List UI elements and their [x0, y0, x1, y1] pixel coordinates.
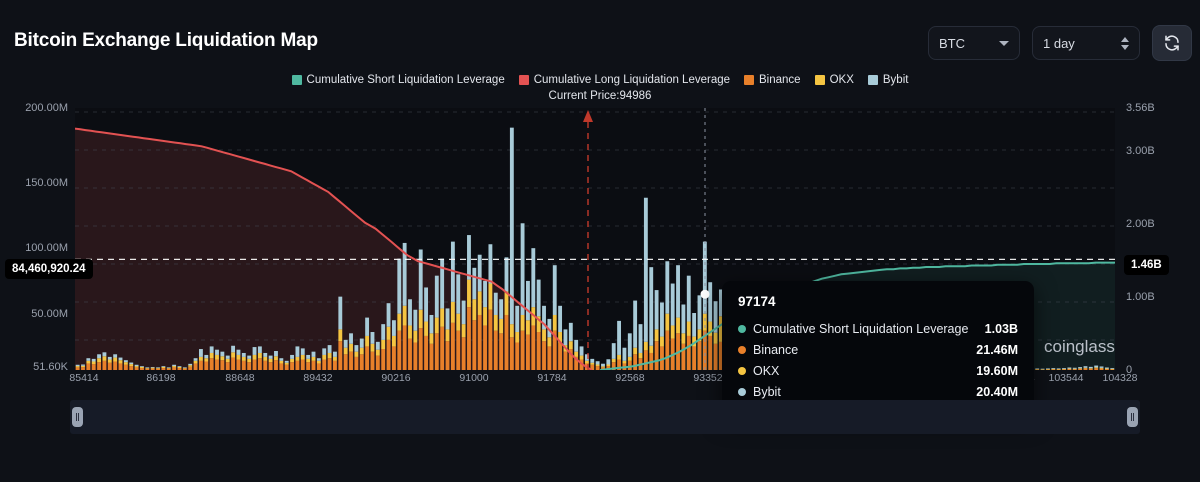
- x-axis-tick: 104328: [1102, 372, 1138, 384]
- legend-label-bybit: Bybit: [882, 74, 909, 86]
- tooltip-row: Bybit 20.40M: [738, 382, 1018, 402]
- header-controls: BTC 1 day: [928, 25, 1192, 61]
- y-left-marker-badge: 84,460,920.24: [5, 259, 93, 279]
- y-right-tick: 3.56B: [1126, 102, 1155, 114]
- y-right-tick: 2.00B: [1126, 218, 1155, 230]
- refresh-icon: [1165, 35, 1179, 51]
- tooltip-value: 1.03B: [984, 322, 1018, 336]
- tooltip-value: 21.46M: [976, 343, 1018, 357]
- legend-item-okx[interactable]: OKX: [814, 74, 854, 86]
- brush-handle-right[interactable]: [1127, 407, 1138, 427]
- y-left-tick: 50.00M: [31, 308, 68, 320]
- y-right-tick: 1.00B: [1126, 291, 1155, 303]
- y-left-tick: 200.00M: [25, 102, 68, 114]
- page-title: Bitcoin Exchange Liquidation Map: [14, 30, 318, 51]
- y-axis-right: 3.56B 3.00B 2.00B 1.00B 0 1.46B: [1120, 102, 1200, 378]
- tooltip-label: Binance: [753, 343, 799, 357]
- header: Bitcoin Exchange Liquidation Map BTC 1 d…: [0, 0, 1200, 70]
- stepper-icon[interactable]: [1121, 36, 1129, 50]
- refresh-button[interactable]: [1152, 25, 1192, 61]
- x-axis-tick: 85414: [69, 372, 99, 384]
- legend-item-binance[interactable]: Binance: [744, 74, 801, 86]
- x-axis-tick: 90216: [381, 372, 411, 384]
- tooltip-row: Cumulative Short Liquidation Leverage 1.…: [738, 319, 1018, 339]
- tooltip-label: Bybit: [753, 385, 781, 399]
- x-axis-tick: 91784: [537, 372, 567, 384]
- current-price-label: Current Price:94986: [548, 90, 652, 102]
- x-axis-tick: 88648: [225, 372, 255, 384]
- tooltip-label: OKX: [753, 364, 780, 378]
- tooltip-value: 20.40M: [976, 385, 1018, 399]
- y-axis-left: 200.00M 150.00M 100.00M 50.00M 51.60K 84…: [0, 102, 93, 378]
- legend-label-cumulative-long: Cumulative Long Liquidation Leverage: [533, 74, 731, 86]
- legend-swatch-binance: [744, 75, 755, 85]
- tooltip-price-header: 97174: [738, 294, 776, 309]
- x-axis-tick: 86198: [146, 372, 176, 384]
- x-axis-tick: 103544: [1048, 372, 1084, 384]
- legend-item-bybit[interactable]: Bybit: [867, 74, 909, 86]
- tooltip-row: Binance 21.46M: [738, 340, 1018, 360]
- tooltip-dot-cumulative-short: [738, 325, 746, 333]
- brush-handle-left[interactable]: [72, 407, 83, 427]
- y-right-tick: 0: [1126, 364, 1133, 376]
- period-select-value: 1 day: [1043, 35, 1075, 51]
- legend-label-cumulative-short: Cumulative Short Liquidation Leverage: [306, 74, 505, 86]
- coinglass-watermark: coinglass: [1022, 337, 1115, 357]
- tooltip-dot-bybit: [738, 388, 746, 396]
- y-left-tick: 150.00M: [25, 177, 68, 189]
- x-axis-tick: 93352: [693, 372, 723, 384]
- watermark-text: coinglass: [1044, 337, 1115, 356]
- tooltip-value: 19.60M: [976, 364, 1018, 378]
- chevron-down-icon: [999, 40, 1009, 46]
- tooltip-dot-okx: [738, 367, 746, 375]
- legend-swatch-okx: [814, 75, 825, 85]
- x-axis-tick: 91000: [459, 372, 489, 384]
- legend-label-okx: OKX: [829, 74, 854, 86]
- tooltip-label: Cumulative Short Liquidation Leverage: [753, 322, 969, 336]
- tooltip-row: OKX 19.60M: [738, 361, 1018, 381]
- legend-swatch-bybit: [867, 75, 878, 85]
- chart-legend: Cumulative Short Liquidation Leverage Cu…: [0, 74, 1200, 86]
- x-axis-tick: 92568: [615, 372, 645, 384]
- legend-swatch-cumulative-long: [518, 75, 529, 85]
- legend-item-cumulative-short[interactable]: Cumulative Short Liquidation Leverage: [291, 74, 505, 86]
- symbol-select-value: BTC: [939, 35, 965, 51]
- legend-item-cumulative-long[interactable]: Cumulative Long Liquidation Leverage: [518, 74, 731, 86]
- x-axis-tick: 89432: [303, 372, 333, 384]
- period-select[interactable]: 1 day: [1032, 26, 1140, 60]
- y-right-tick: 3.00B: [1126, 145, 1155, 157]
- legend-label-binance: Binance: [759, 74, 801, 86]
- chart-tooltip: 97174 Cumulative Short Liquidation Lever…: [722, 281, 1034, 417]
- y-right-marker-badge: 1.46B: [1124, 255, 1169, 275]
- y-left-tick: 51.60K: [33, 361, 68, 373]
- range-brush[interactable]: [70, 400, 1140, 434]
- y-left-tick: 100.00M: [25, 242, 68, 254]
- symbol-select[interactable]: BTC: [928, 26, 1020, 60]
- legend-swatch-cumulative-short: [291, 75, 302, 85]
- tooltip-dot-binance: [738, 346, 746, 354]
